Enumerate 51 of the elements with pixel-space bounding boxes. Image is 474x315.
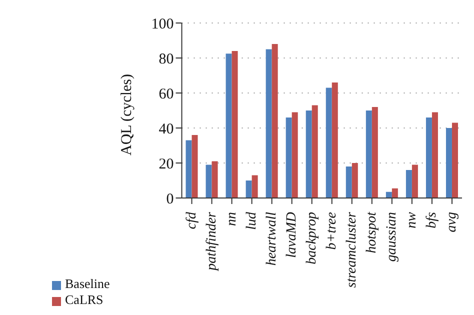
x-tick-label: nw — [404, 211, 420, 228]
bar — [212, 161, 218, 198]
y-axis-title: AQL (cycles) — [119, 74, 136, 156]
bar — [246, 180, 252, 198]
bar — [392, 188, 398, 198]
bar — [232, 51, 238, 198]
x-tick-label: b+tree — [324, 212, 340, 250]
bar — [346, 166, 352, 198]
bar — [352, 163, 358, 198]
x-tick-label: pathfinder — [204, 211, 220, 272]
y-tick-label: 100 — [151, 16, 174, 32]
x-tick-label: avg — [444, 212, 460, 232]
bar — [312, 105, 318, 198]
bar — [266, 49, 272, 198]
y-tick-label: 0 — [166, 191, 174, 208]
y-tick-label: 60 — [158, 86, 174, 102]
bar — [272, 44, 278, 198]
x-tick-label: bfs — [424, 211, 440, 228]
x-tick-label: heartwall — [264, 212, 280, 266]
bar — [206, 164, 212, 198]
y-tick-label: 20 — [158, 156, 174, 172]
bar — [386, 192, 392, 198]
legend-label: CaLRS — [65, 292, 104, 307]
y-tick-label: 80 — [158, 51, 174, 68]
x-tick-label: backprop — [304, 212, 320, 264]
y-tick-label: 40 — [158, 121, 174, 138]
bar — [326, 88, 332, 198]
x-tick-label: lud — [244, 211, 260, 230]
bar — [192, 135, 198, 198]
x-tick-label: gaussian — [384, 212, 400, 262]
x-tick-label: streamcluster — [344, 211, 360, 288]
bar — [286, 118, 292, 198]
bar — [406, 170, 412, 198]
bar — [226, 54, 232, 198]
x-tick-label: cfd — [184, 211, 200, 230]
bar — [372, 107, 378, 198]
x-tick-label: hotspot — [364, 210, 380, 254]
bar — [432, 112, 438, 198]
bar — [306, 110, 312, 198]
x-tick-label: lavaMD — [284, 212, 300, 258]
x-tick-label: nn — [224, 212, 240, 226]
bar — [452, 122, 458, 198]
bar — [446, 128, 452, 198]
bar — [412, 164, 418, 198]
bar — [366, 110, 372, 198]
bar — [186, 140, 192, 198]
bar — [292, 112, 298, 198]
bar — [332, 82, 338, 198]
bar — [252, 175, 258, 198]
legend-label: Baseline — [65, 276, 110, 291]
bar — [426, 118, 432, 198]
